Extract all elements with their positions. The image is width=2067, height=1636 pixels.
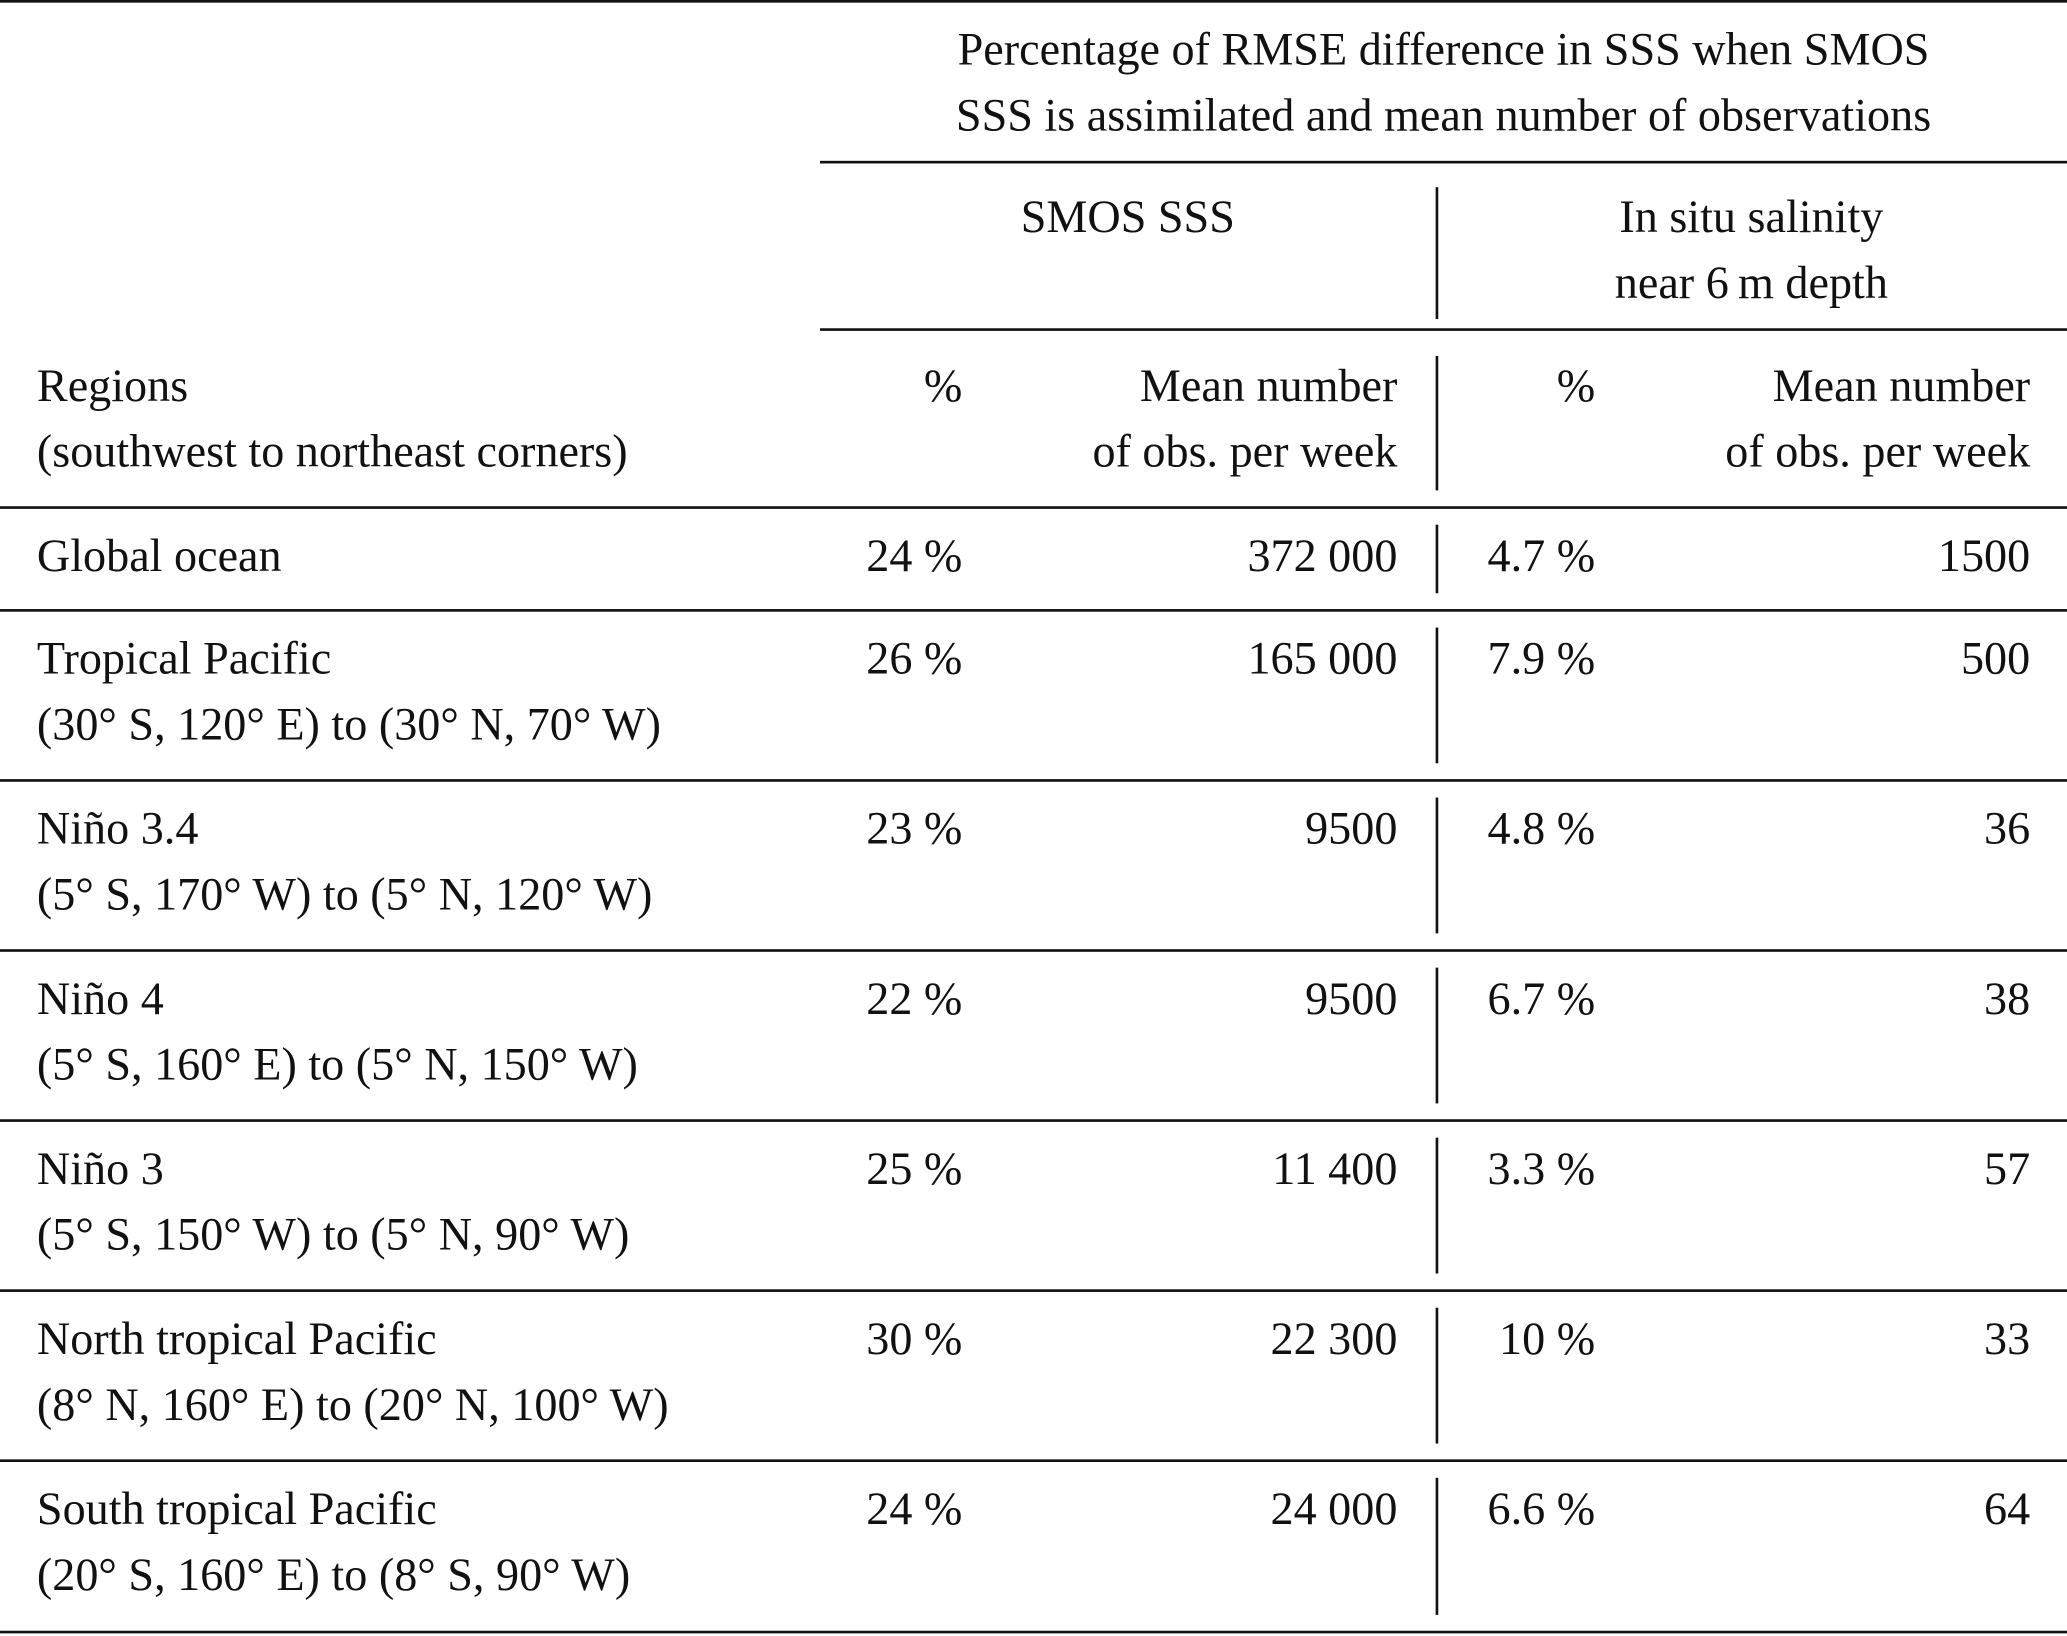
- region-coords: (5° S, 170° W) to (5° N, 120° W): [36, 868, 653, 921]
- insitu-obs-cell: 38: [1984, 972, 2031, 1025]
- region-coords: (20° S, 160° E) to (8° S, 90° W): [36, 1549, 631, 1601]
- column-divider: [1435, 1307, 1438, 1444]
- column-divider: [1435, 1137, 1438, 1274]
- insitu-obs-cell: 500: [1960, 632, 2031, 685]
- insitu-pct-cell: 7.9 %: [1487, 632, 1596, 685]
- col-header-insitu-mean-line1: Mean number: [1772, 359, 2031, 412]
- row-rule: [0, 1630, 2067, 1634]
- spanner-header-line2: SSS is assimilated and mean number of ob…: [955, 89, 1932, 142]
- col-header-region-line2: (southwest to northeast corners): [36, 425, 628, 478]
- smos-pct-cell: 26 %: [866, 632, 963, 685]
- region-name: Niño 4: [36, 972, 164, 1025]
- smos-obs-cell: 9500: [1305, 802, 1398, 855]
- col-header-insitu-mean-line2: of obs. per week: [1725, 425, 2031, 478]
- insitu-pct-cell: 4.8 %: [1487, 802, 1596, 855]
- header-divider: [1435, 355, 1438, 491]
- row-rule: [0, 609, 2067, 612]
- col-header-smos-pct: %: [923, 359, 963, 412]
- insitu-obs-cell: 36: [1984, 802, 2031, 855]
- region-coords: (5° S, 150° W) to (5° N, 90° W): [36, 1208, 630, 1261]
- insitu-pct-cell: 3.3 %: [1487, 1142, 1596, 1195]
- region-coords: (8° N, 160° E) to (20° N, 100° W): [36, 1378, 669, 1431]
- group-header-insitu-line2: near 6 m depth: [1614, 257, 1888, 309]
- insitu-obs-cell: 33: [1984, 1313, 2031, 1365]
- group-header-insitu-line1: In situ salinity: [1619, 191, 1884, 243]
- region-coords: (30° S, 120° E) to (30° N, 70° W): [36, 698, 661, 751]
- row-rule: [0, 779, 2067, 782]
- smos-obs-cell: 11 400: [1272, 1142, 1398, 1195]
- insitu-obs-cell: 64: [1984, 1483, 2031, 1535]
- row-rule: [0, 1459, 2067, 1462]
- row-rule: [0, 1119, 2067, 1122]
- region-name: Niño 3: [36, 1142, 164, 1195]
- smos-pct-cell: 24 %: [866, 1483, 963, 1535]
- region-name: Global ocean: [36, 529, 282, 582]
- smos-pct-cell: 24 %: [866, 529, 963, 582]
- column-divider: [1435, 967, 1438, 1104]
- smos-pct-cell: 30 %: [866, 1313, 963, 1365]
- region-name: Niño 3.4: [36, 802, 199, 855]
- smos-pct-cell: 22 %: [866, 972, 963, 1025]
- header-divider: [1435, 187, 1438, 320]
- smos-obs-cell: 165 000: [1247, 632, 1398, 685]
- region-coords: (5° S, 160° E) to (5° N, 150° W): [36, 1038, 638, 1091]
- smos-pct-cell: 25 %: [866, 1142, 963, 1195]
- column-divider: [1435, 524, 1438, 594]
- col-header-insitu-pct: %: [1556, 359, 1596, 412]
- row-rule: [0, 1289, 2067, 1292]
- region-name: Tropical Pacific: [36, 632, 332, 685]
- smos-obs-cell: 372 000: [1247, 529, 1398, 582]
- group-header-smos: SMOS SSS: [1020, 191, 1235, 243]
- smos-obs-cell: 24 000: [1270, 1483, 1398, 1535]
- spanner-rule: [819, 160, 2067, 164]
- insitu-obs-cell: 57: [1984, 1142, 2031, 1195]
- column-divider: [1435, 797, 1438, 934]
- region-name: North tropical Pacific: [36, 1313, 437, 1365]
- insitu-obs-cell: 1500: [1937, 529, 2031, 582]
- insitu-pct-cell: 6.7 %: [1487, 972, 1596, 1025]
- insitu-pct-cell: 6.6 %: [1487, 1483, 1596, 1535]
- smos-pct-cell: 23 %: [866, 802, 963, 855]
- smos-obs-cell: 22 300: [1270, 1313, 1398, 1365]
- smos-obs-cell: 9500: [1305, 972, 1398, 1025]
- column-divider: [1435, 627, 1438, 764]
- row-rule: [0, 949, 2067, 952]
- column-divider: [1435, 1477, 1438, 1615]
- col-header-smos-mean-line1: Mean number: [1139, 359, 1398, 412]
- col-header-region-line1: Regions: [36, 359, 189, 412]
- insitu-pct-cell: 4.7 %: [1487, 529, 1596, 582]
- group-rule: [819, 328, 2067, 331]
- top-rule: [0, 0, 2067, 3]
- col-header-smos-mean-line2: of obs. per week: [1092, 425, 1398, 478]
- region-name: South tropical Pacific: [36, 1483, 437, 1535]
- header-rule: [0, 506, 2067, 509]
- spanner-header-line1: Percentage of RMSE difference in SSS whe…: [957, 23, 1930, 76]
- insitu-pct-cell: 10 %: [1499, 1313, 1596, 1365]
